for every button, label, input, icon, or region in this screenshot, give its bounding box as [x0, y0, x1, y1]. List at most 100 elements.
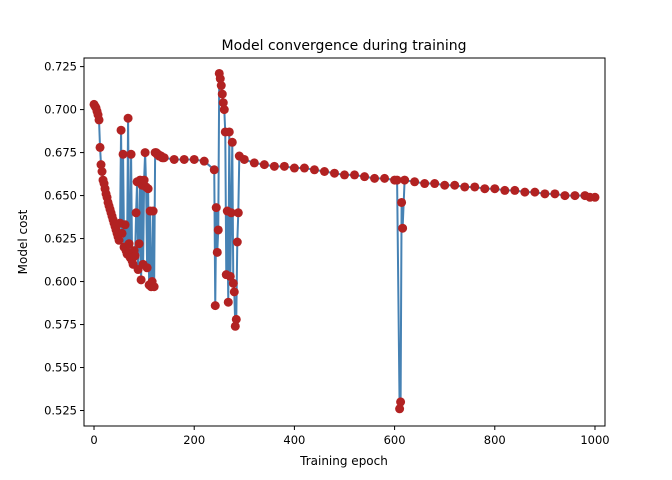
data-point: [289, 163, 299, 173]
data-point: [309, 165, 319, 175]
data-point: [179, 154, 189, 164]
y-tick-label: 0.575: [44, 318, 77, 332]
data-point: [131, 208, 141, 218]
data-point: [120, 220, 130, 230]
data-point: [123, 113, 133, 123]
data-point: [350, 170, 360, 180]
data-point: [500, 185, 510, 195]
data-point: [397, 197, 407, 207]
data-point: [319, 167, 329, 176]
data-point: [169, 154, 179, 164]
data-point: [225, 271, 235, 281]
data-point: [360, 172, 370, 182]
data-point: [227, 137, 237, 147]
data-point: [239, 154, 249, 164]
data-point: [259, 160, 269, 170]
data-point: [299, 163, 309, 173]
data-point: [590, 192, 600, 202]
data-point: [134, 239, 144, 249]
plot-area: [89, 68, 600, 414]
data-point: [510, 185, 520, 195]
x-axis: 0 200 400 600 800 1000: [90, 426, 610, 447]
y-axis: 0.525 0.550 0.575 0.600 0.625 0.650 0.675 0.700…: [44, 60, 84, 418]
data-point: [470, 182, 480, 192]
data-point: [136, 275, 146, 285]
data-point: [550, 189, 560, 199]
data-point: [217, 89, 227, 99]
data-point: [400, 175, 410, 185]
data-point: [410, 177, 420, 187]
x-tick-label: 1000: [580, 433, 609, 447]
data-point: [520, 187, 530, 197]
data-point: [143, 184, 153, 194]
data-point: [224, 127, 234, 137]
data-point: [210, 301, 220, 311]
data-point: [219, 105, 229, 115]
data-point: [223, 297, 233, 307]
data-point: [460, 182, 470, 192]
data-point: [211, 203, 221, 213]
x-tick-label: 200: [183, 433, 205, 447]
data-point: [97, 167, 107, 176]
data-point: [130, 251, 140, 261]
data-point: [124, 239, 134, 249]
data-point: [340, 170, 349, 180]
data-point: [440, 180, 450, 190]
data-point: [117, 228, 127, 238]
y-tick-label: 0.700: [44, 103, 77, 117]
data-point: [231, 314, 241, 324]
chart-title: Model convergence during training: [221, 38, 466, 54]
data-point: [149, 282, 159, 292]
y-tick-label: 0.675: [44, 146, 77, 160]
data-point: [159, 153, 169, 163]
data-point: [148, 206, 158, 216]
data-point: [114, 235, 124, 245]
data-point: [370, 173, 380, 183]
data-point: [560, 191, 570, 201]
data-point: [189, 154, 199, 164]
data-point: [96, 160, 106, 170]
data-point: [212, 247, 222, 257]
data-point: [232, 237, 242, 247]
data-point: [540, 189, 550, 199]
data-point: [142, 263, 152, 273]
y-tick-label: 0.725: [44, 60, 77, 74]
data-point: [139, 175, 149, 185]
data-point: [380, 173, 390, 183]
series-line: [93, 72, 595, 410]
data-point: [430, 179, 440, 189]
data-point: [116, 125, 126, 135]
data-point: [233, 208, 243, 218]
x-tick-label: 0: [90, 433, 97, 447]
data-point: [269, 161, 279, 171]
data-point: [228, 278, 238, 288]
data-point: [570, 191, 580, 201]
data-point: [229, 287, 239, 297]
data-point: [118, 149, 128, 159]
data-point: [249, 158, 259, 168]
data-point: [215, 74, 225, 84]
data-point: [530, 187, 540, 197]
data-point: [209, 165, 219, 175]
data-point: [126, 149, 136, 159]
data-point: [213, 225, 223, 235]
y-tick-label: 0.525: [44, 404, 77, 418]
y-tick-label: 0.625: [44, 232, 77, 246]
data-point: [420, 179, 430, 189]
data-point: [95, 142, 105, 152]
x-tick-label: 800: [484, 433, 506, 447]
y-axis-label: Model cost: [16, 209, 30, 274]
data-point: [216, 81, 226, 91]
data-point: [398, 223, 408, 233]
data-point: [279, 161, 289, 171]
data-point: [218, 98, 228, 108]
data-point: [392, 175, 402, 185]
data-point: [480, 184, 490, 194]
data-point: [329, 168, 339, 178]
x-tick-label: 400: [283, 433, 305, 447]
y-tick-label: 0.650: [44, 189, 77, 203]
data-point: [490, 184, 500, 194]
data-point: [395, 404, 405, 414]
data-point: [140, 148, 150, 158]
y-tick-label: 0.600: [44, 275, 77, 289]
